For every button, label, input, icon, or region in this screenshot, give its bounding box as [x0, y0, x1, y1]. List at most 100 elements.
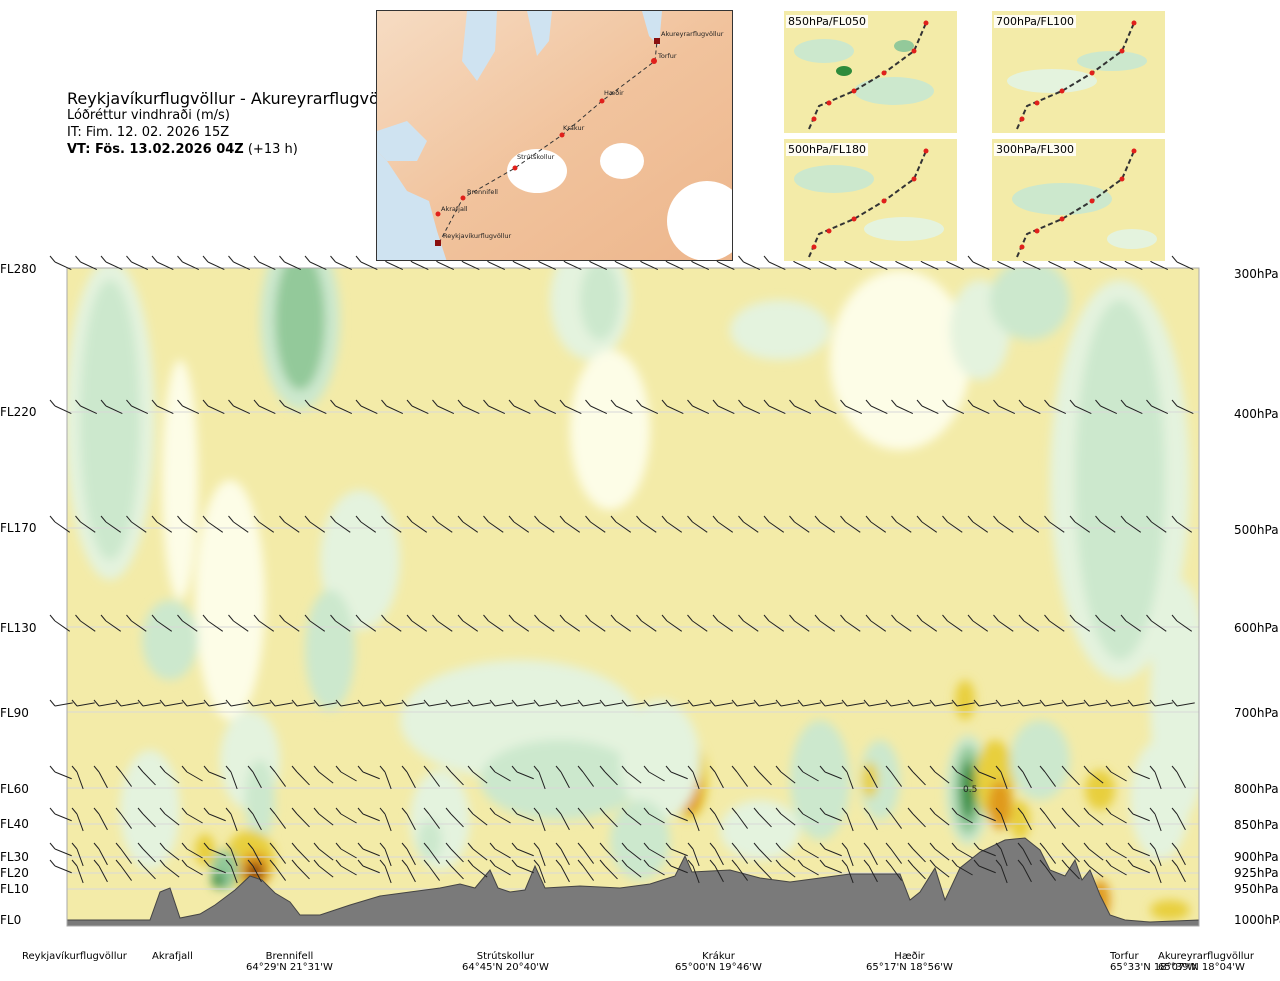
wind-barb [164, 865, 180, 878]
wind-barb [1074, 405, 1092, 415]
wind-barb-flag [401, 765, 408, 773]
wind-barb [846, 865, 854, 884]
wind-barb [768, 405, 786, 415]
wind-barb-flag [159, 842, 166, 850]
wind-barb-flag [508, 399, 515, 407]
wind-barb [538, 813, 546, 832]
wind-barb [386, 261, 404, 271]
wind-barb-flag [203, 765, 210, 773]
wind-barb [1154, 771, 1162, 790]
wind-barb-flag [814, 515, 821, 523]
wind-barb-flag [643, 842, 650, 850]
wind-barb-flag [247, 842, 254, 850]
wind-barb [736, 771, 748, 787]
wind-barb-flag [253, 255, 260, 263]
wind-barb-flag [1149, 807, 1156, 815]
wind-barb-flag [709, 699, 716, 707]
wind-barb [819, 620, 836, 632]
wind-barb [758, 865, 772, 880]
wind-barb-flag [916, 399, 923, 407]
wind-barb [1088, 848, 1104, 861]
wind-barb [1132, 865, 1150, 874]
wind-barb [76, 771, 84, 790]
wind-barb-flag [177, 399, 183, 407]
wind-barb [428, 848, 440, 864]
fl-label-20: FL20 [0, 866, 29, 880]
wind-barb [340, 813, 357, 824]
wind-barb-flag [1061, 842, 1068, 850]
wind-barb-flag [1017, 765, 1024, 773]
wind-barb-flag [636, 515, 642, 523]
thumbnail-850hpa[interactable]: 850hPa/FL050 [784, 11, 957, 133]
field-contour [1075, 300, 1165, 660]
wind-barb-flag [1061, 859, 1068, 867]
wind-barb-flag [534, 614, 540, 622]
wind-barb [868, 702, 887, 707]
wind-barb [406, 865, 416, 883]
field-contour [730, 300, 830, 360]
wind-barb [1044, 813, 1056, 829]
wind-barb-flag [731, 807, 738, 815]
wind-barb [896, 261, 914, 271]
wind-barb [120, 848, 132, 864]
wind-barb-flag [885, 842, 892, 850]
wind-barb [360, 620, 377, 632]
wind-barb-flag [709, 842, 716, 850]
station-name: Brennifell [265, 951, 314, 962]
wind-barb [845, 405, 863, 415]
wind-barb-flag [467, 859, 474, 867]
wind-barb-flag [907, 859, 914, 867]
wind-barb [890, 865, 902, 881]
station-coord: 65°33'N 18°07'W [1110, 962, 1197, 973]
wind-barb [513, 620, 530, 632]
wind-barb [450, 813, 464, 828]
wind-barb [428, 702, 447, 707]
wind-barb [406, 813, 416, 831]
wind-barb [736, 813, 748, 829]
thumbnail-300hpa[interactable]: 300hPa/FL300 [992, 139, 1165, 261]
wind-barb [494, 848, 511, 859]
wind-barb-flag [643, 765, 650, 773]
wind-barb [824, 771, 842, 780]
wind-barb [692, 771, 700, 790]
wind-barb [870, 620, 887, 632]
wind-barb [384, 813, 392, 832]
wind-barb-flag [181, 765, 188, 773]
map-label-strutskollur: Strútskollur [517, 153, 555, 161]
wind-barb-flag [247, 859, 254, 867]
wind-barb [736, 702, 755, 707]
wind-barb-flag [789, 614, 795, 622]
wind-barb-flag [533, 859, 540, 867]
wind-barb [274, 771, 286, 787]
wind-barb-flag [357, 859, 364, 867]
wind-barb-flag [115, 699, 122, 707]
thumbnail-500hpa-image [784, 139, 957, 261]
wind-barb-flag [1149, 842, 1156, 850]
wind-barb-flag [115, 765, 122, 773]
wind-barb-flag [49, 807, 56, 815]
wind-barb [802, 848, 819, 859]
wind-barb [794, 405, 812, 415]
wind-barb-flag [533, 765, 540, 773]
hpa-label-400: 400hPa [1234, 407, 1279, 421]
wind-barb [615, 405, 633, 415]
wind-barb [714, 813, 724, 831]
wind-barb [1022, 865, 1032, 883]
wind-barb-flag [885, 699, 892, 707]
wind-barb-flag [1171, 614, 1178, 622]
wind-barb [794, 521, 810, 533]
wind-barb [1066, 813, 1080, 828]
wind-barb-flag [1120, 515, 1127, 523]
thumbnail-500hpa[interactable]: 500hPa/FL180 [784, 139, 957, 261]
thumbnail-700hpa[interactable]: 700hPa/FL100 [992, 11, 1165, 133]
wind-barb-flag [100, 515, 107, 523]
wind-barb-flag [269, 765, 276, 773]
wind-barb-flag [203, 842, 210, 850]
wind-barb [513, 521, 530, 533]
wind-barb-flag [841, 765, 848, 773]
wind-barb [340, 702, 359, 707]
wind-barb [670, 848, 688, 857]
wind-barb [956, 771, 973, 782]
wind-barb-flag [489, 807, 496, 815]
field-contour [961, 760, 975, 820]
